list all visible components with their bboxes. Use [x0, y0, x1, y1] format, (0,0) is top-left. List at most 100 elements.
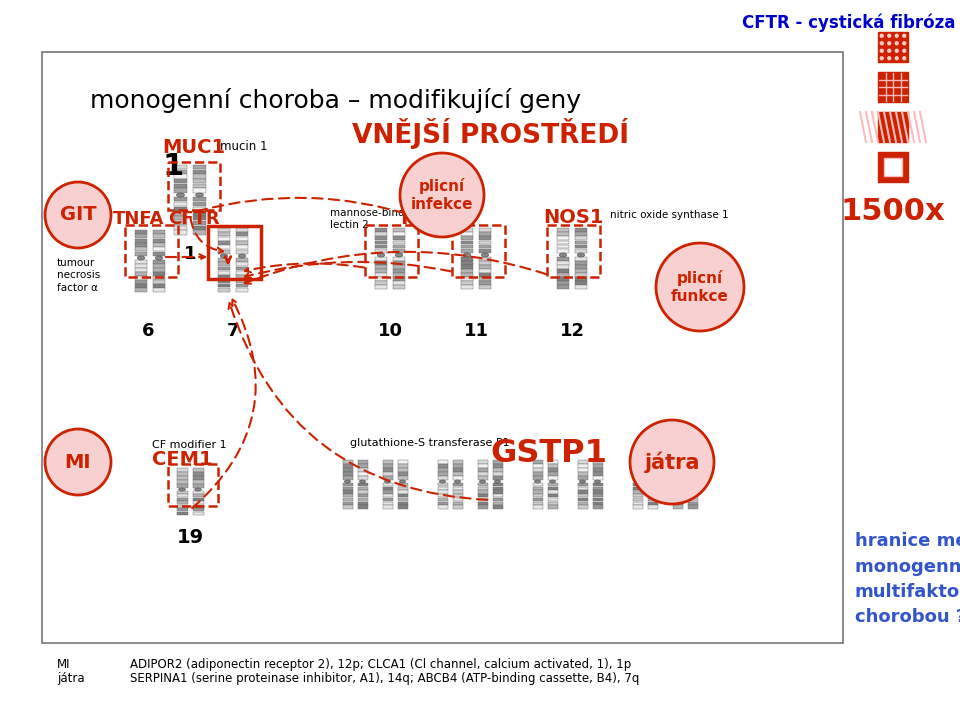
FancyBboxPatch shape — [477, 460, 488, 464]
FancyBboxPatch shape — [153, 264, 165, 267]
Text: hranice mezi
monogenní a
multifaktoriální
chorobou ?: hranice mezi monogenní a multifaktoriáln… — [855, 532, 960, 626]
Text: 10: 10 — [377, 322, 402, 340]
Text: 1500x: 1500x — [841, 197, 946, 226]
FancyBboxPatch shape — [492, 464, 502, 467]
FancyBboxPatch shape — [218, 241, 230, 245]
Ellipse shape — [577, 253, 585, 257]
FancyBboxPatch shape — [461, 261, 473, 264]
Ellipse shape — [359, 480, 366, 483]
FancyBboxPatch shape — [492, 494, 502, 497]
FancyBboxPatch shape — [452, 494, 463, 497]
Text: 19: 19 — [177, 528, 204, 547]
FancyBboxPatch shape — [479, 261, 491, 264]
FancyBboxPatch shape — [687, 472, 698, 476]
FancyBboxPatch shape — [647, 501, 658, 505]
FancyBboxPatch shape — [397, 464, 407, 467]
FancyBboxPatch shape — [479, 273, 491, 276]
FancyBboxPatch shape — [357, 506, 368, 508]
FancyBboxPatch shape — [578, 491, 588, 493]
FancyBboxPatch shape — [575, 277, 587, 281]
FancyBboxPatch shape — [218, 267, 230, 270]
FancyBboxPatch shape — [382, 506, 393, 508]
Text: SERPINA1 (serine proteinase inhibitor, A1), 14q; ABCB4 (ATP-binding cassette, B4: SERPINA1 (serine proteinase inhibitor, A… — [130, 672, 639, 685]
FancyBboxPatch shape — [177, 512, 187, 515]
FancyBboxPatch shape — [174, 170, 187, 174]
FancyBboxPatch shape — [477, 464, 488, 467]
FancyBboxPatch shape — [461, 240, 473, 244]
FancyBboxPatch shape — [174, 184, 187, 188]
FancyBboxPatch shape — [647, 476, 658, 479]
FancyBboxPatch shape — [578, 476, 588, 479]
Ellipse shape — [399, 480, 405, 483]
FancyBboxPatch shape — [177, 480, 187, 484]
FancyBboxPatch shape — [547, 491, 558, 493]
FancyBboxPatch shape — [375, 261, 387, 264]
FancyBboxPatch shape — [461, 285, 473, 288]
FancyBboxPatch shape — [218, 258, 230, 262]
Ellipse shape — [494, 480, 500, 483]
FancyBboxPatch shape — [673, 501, 683, 505]
FancyBboxPatch shape — [633, 476, 642, 479]
Text: mucin 1: mucin 1 — [220, 140, 268, 153]
FancyBboxPatch shape — [382, 494, 393, 497]
FancyBboxPatch shape — [174, 221, 187, 225]
FancyBboxPatch shape — [687, 464, 698, 467]
FancyBboxPatch shape — [393, 285, 405, 288]
FancyBboxPatch shape — [357, 476, 368, 479]
FancyBboxPatch shape — [592, 501, 603, 505]
FancyBboxPatch shape — [477, 486, 488, 490]
Circle shape — [879, 41, 884, 45]
FancyBboxPatch shape — [461, 277, 473, 281]
FancyBboxPatch shape — [557, 269, 569, 272]
FancyBboxPatch shape — [42, 52, 843, 643]
FancyBboxPatch shape — [575, 281, 587, 284]
FancyBboxPatch shape — [878, 72, 908, 102]
FancyBboxPatch shape — [193, 230, 206, 235]
FancyBboxPatch shape — [438, 486, 447, 490]
FancyBboxPatch shape — [438, 460, 447, 464]
FancyBboxPatch shape — [452, 464, 463, 467]
Ellipse shape — [177, 193, 184, 197]
FancyBboxPatch shape — [461, 228, 473, 232]
FancyBboxPatch shape — [592, 498, 603, 501]
Text: VNĚJŠÍ PROSTŘEDÍ: VNĚJŠÍ PROSTŘEDÍ — [351, 118, 629, 149]
FancyBboxPatch shape — [357, 483, 368, 486]
FancyBboxPatch shape — [375, 281, 387, 284]
FancyBboxPatch shape — [477, 494, 488, 497]
FancyBboxPatch shape — [343, 506, 352, 508]
FancyBboxPatch shape — [461, 249, 473, 252]
FancyBboxPatch shape — [575, 285, 587, 288]
FancyBboxPatch shape — [479, 228, 491, 232]
FancyBboxPatch shape — [452, 483, 463, 486]
FancyBboxPatch shape — [633, 460, 642, 464]
Ellipse shape — [675, 480, 681, 483]
FancyBboxPatch shape — [477, 491, 488, 493]
FancyBboxPatch shape — [557, 228, 569, 232]
FancyBboxPatch shape — [547, 501, 558, 505]
FancyBboxPatch shape — [193, 197, 206, 201]
Ellipse shape — [137, 256, 145, 260]
Text: plicní
infekce: plicní infekce — [411, 178, 473, 211]
FancyBboxPatch shape — [633, 464, 642, 467]
FancyBboxPatch shape — [438, 476, 447, 479]
FancyBboxPatch shape — [177, 498, 187, 501]
FancyBboxPatch shape — [174, 216, 187, 221]
Circle shape — [902, 49, 906, 53]
FancyBboxPatch shape — [153, 276, 165, 279]
FancyBboxPatch shape — [135, 284, 147, 288]
FancyBboxPatch shape — [174, 230, 187, 235]
Circle shape — [879, 49, 884, 53]
Circle shape — [895, 56, 899, 60]
FancyBboxPatch shape — [236, 288, 248, 291]
FancyBboxPatch shape — [878, 112, 908, 142]
Ellipse shape — [179, 488, 185, 491]
FancyBboxPatch shape — [452, 460, 463, 464]
FancyBboxPatch shape — [575, 232, 587, 236]
FancyBboxPatch shape — [177, 468, 187, 472]
FancyBboxPatch shape — [375, 236, 387, 240]
FancyBboxPatch shape — [236, 275, 248, 279]
FancyBboxPatch shape — [375, 257, 387, 260]
FancyBboxPatch shape — [193, 494, 204, 497]
Text: 12: 12 — [560, 322, 585, 340]
FancyBboxPatch shape — [687, 494, 698, 497]
